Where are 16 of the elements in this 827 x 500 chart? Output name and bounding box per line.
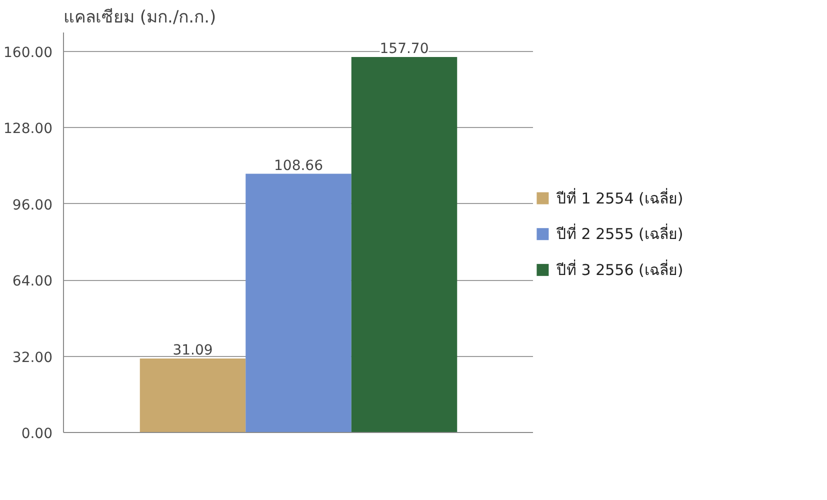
- data-label: 108.66: [274, 158, 324, 174]
- y-tick-label: 160.00: [4, 45, 53, 62]
- data-label: 157.70: [380, 41, 429, 58]
- y-tick-label: 0.00: [21, 426, 52, 442]
- bar: [246, 174, 352, 432]
- bar: [351, 57, 458, 432]
- y-tick-label: 64.00: [12, 274, 53, 290]
- y-tick-label: 32.00: [12, 350, 53, 366]
- chart-title: แคลเซียม (มก./ก.ก.): [64, 8, 216, 28]
- bar: [140, 358, 246, 432]
- data-label: 31.09: [172, 342, 213, 358]
- legend-label: ปีที่ 1 2554 (เฉลี่ย): [556, 187, 684, 208]
- legend-label: ปีที่ 3 2556 (เฉลี่ย): [556, 258, 684, 279]
- y-tick-label: 128.00: [4, 121, 53, 138]
- legend-label: ปีที่ 2 2555 (เฉลี่ย): [556, 223, 684, 244]
- y-tick-label: 96.00: [12, 197, 53, 214]
